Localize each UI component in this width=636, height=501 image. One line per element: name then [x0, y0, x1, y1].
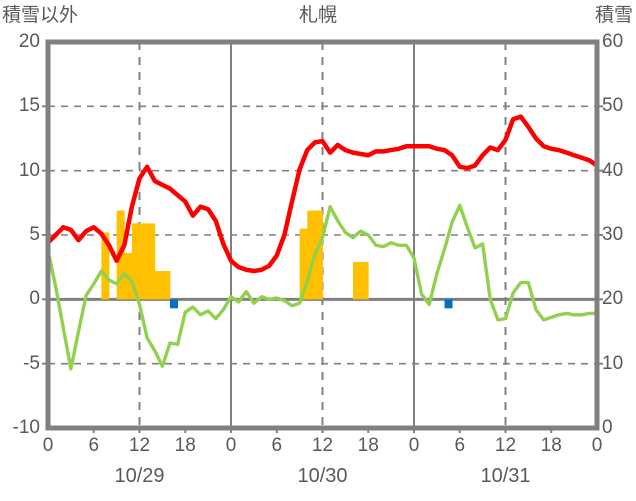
- y-tick-left: -5: [23, 352, 40, 374]
- precipitation-bar: [307, 210, 316, 300]
- x-tick: 12: [311, 435, 334, 456]
- x-tick: 0: [225, 435, 237, 456]
- x-tick: 18: [540, 435, 562, 456]
- y-tick-right: 10: [602, 352, 624, 374]
- plot-frame: [42, 39, 603, 433]
- precipitation-bar: [360, 262, 369, 300]
- y-tick-right: 20: [602, 288, 624, 310]
- y-tick-right: 0: [602, 417, 613, 438]
- precipitation-bar: [131, 223, 140, 300]
- x-tick: 6: [271, 435, 283, 456]
- y-tick-left: 15: [18, 95, 40, 117]
- precipitation-bar: [314, 210, 323, 300]
- precipitation-bar: [101, 232, 110, 300]
- day-label: 10/29: [114, 465, 165, 487]
- y-tick-right: 50: [602, 95, 624, 117]
- x-tick: 0: [42, 435, 54, 456]
- snowfall-bar: [170, 299, 179, 309]
- x-tick: 18: [174, 435, 196, 456]
- precipitation-bar: [162, 271, 171, 300]
- bars-layer: [101, 210, 453, 309]
- y-tick-left: 0: [29, 288, 40, 310]
- x-tick: 0: [591, 435, 603, 456]
- x-tick: 12: [128, 435, 151, 456]
- left-axis-title: 積雪以外: [2, 5, 79, 26]
- day-label: 10/30: [297, 465, 348, 487]
- x-tick: 6: [88, 435, 100, 456]
- precipitation-bar: [299, 228, 308, 300]
- precipitation-bar: [147, 223, 156, 300]
- snow-depth-other-line: [46, 203, 599, 371]
- x-tick: 6: [454, 435, 466, 456]
- x-tick: 12: [494, 435, 517, 456]
- y-tick-right: 30: [602, 224, 624, 245]
- y-tick-right: 40: [602, 159, 624, 181]
- x-tick: 0: [408, 435, 420, 456]
- snowfall-bar: [444, 299, 453, 309]
- y-tick-left: 5: [29, 224, 40, 245]
- day-label: 10/31: [480, 465, 531, 487]
- y-tick-left: -10: [12, 417, 40, 438]
- y-tick-left: 10: [18, 159, 40, 181]
- precipitation-bar: [154, 271, 163, 300]
- temperature-line: [45, 114, 600, 274]
- right-axis-title: 積雪: [594, 5, 633, 26]
- y-tick-left: 20: [18, 31, 40, 52]
- x-tick: 18: [357, 435, 379, 456]
- chart-title: 札幌: [298, 5, 337, 26]
- precipitation-bar: [139, 223, 148, 300]
- y-tick-right: 60: [602, 31, 624, 52]
- precipitation-bar: [353, 262, 362, 300]
